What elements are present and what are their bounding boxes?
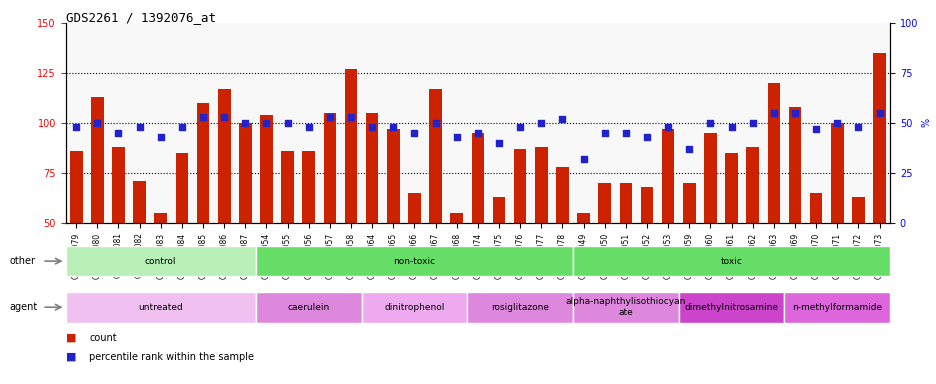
Bar: [217, 89, 230, 323]
Point: [576, 156, 591, 162]
Bar: [387, 129, 400, 323]
Point: [596, 130, 611, 136]
Text: toxic: toxic: [720, 257, 741, 266]
Bar: [175, 153, 188, 323]
Text: GDS2261 / 1392076_at: GDS2261 / 1392076_at: [66, 12, 215, 25]
Point: [90, 120, 105, 126]
Bar: [830, 123, 842, 323]
Bar: [281, 151, 294, 323]
Text: ■: ■: [66, 333, 76, 343]
Text: caerulein: caerulein: [287, 303, 329, 312]
Bar: [197, 103, 209, 323]
Point: [110, 130, 125, 136]
Point: [808, 126, 823, 132]
Bar: [534, 147, 547, 323]
Bar: [365, 113, 378, 323]
Point: [258, 120, 273, 126]
Point: [554, 116, 569, 122]
Bar: [661, 129, 674, 323]
Point: [618, 130, 633, 136]
Bar: [302, 151, 314, 323]
Point: [68, 124, 83, 130]
Bar: [112, 147, 124, 323]
Point: [491, 140, 506, 146]
Point: [534, 120, 548, 126]
Bar: [450, 213, 462, 323]
Point: [681, 146, 696, 152]
Point: [174, 124, 189, 130]
Point: [724, 124, 739, 130]
Bar: [492, 197, 505, 323]
Y-axis label: %: %: [920, 118, 930, 127]
Bar: [598, 183, 610, 323]
Bar: [429, 89, 442, 323]
Bar: [746, 147, 758, 323]
Bar: [703, 133, 716, 323]
Bar: [577, 213, 590, 323]
Bar: [851, 197, 864, 323]
Bar: [788, 107, 800, 323]
Text: dimethylnitrosamine: dimethylnitrosamine: [684, 303, 778, 312]
Point: [850, 124, 865, 130]
Point: [238, 120, 253, 126]
Point: [344, 114, 358, 120]
Text: other: other: [9, 256, 36, 266]
Bar: [344, 69, 357, 323]
Point: [386, 124, 401, 130]
Bar: [682, 183, 695, 323]
Bar: [872, 53, 885, 323]
Bar: [767, 83, 780, 323]
Point: [300, 124, 315, 130]
Point: [512, 124, 527, 130]
Point: [744, 120, 759, 126]
Bar: [619, 183, 632, 323]
Point: [786, 110, 801, 116]
Bar: [239, 123, 252, 323]
Point: [829, 120, 844, 126]
Text: n-methylformamide: n-methylformamide: [791, 303, 882, 312]
Point: [871, 110, 886, 116]
Bar: [323, 113, 336, 323]
Point: [154, 134, 168, 140]
Text: control: control: [145, 257, 176, 266]
Point: [322, 114, 337, 120]
Bar: [70, 151, 82, 323]
Point: [132, 124, 147, 130]
Text: rosiglitazone: rosiglitazone: [490, 303, 548, 312]
Point: [216, 114, 231, 120]
Point: [196, 114, 211, 120]
Bar: [809, 193, 822, 323]
Point: [364, 124, 379, 130]
Text: ■: ■: [66, 352, 76, 362]
Point: [280, 120, 295, 126]
Point: [639, 134, 654, 140]
Bar: [513, 149, 526, 323]
Bar: [154, 213, 167, 323]
Text: dinitrophenol: dinitrophenol: [384, 303, 445, 312]
Point: [702, 120, 717, 126]
Bar: [555, 167, 568, 323]
Bar: [133, 181, 146, 323]
Point: [448, 134, 463, 140]
Text: untreated: untreated: [139, 303, 183, 312]
Point: [660, 124, 675, 130]
Bar: [640, 187, 652, 323]
Bar: [91, 97, 104, 323]
Point: [428, 120, 443, 126]
Bar: [408, 193, 420, 323]
Point: [766, 110, 781, 116]
Text: alpha-naphthylisothiocyan
ate: alpha-naphthylisothiocyan ate: [565, 298, 685, 317]
Bar: [471, 133, 484, 323]
Text: count: count: [89, 333, 116, 343]
Point: [406, 130, 421, 136]
Text: non-toxic: non-toxic: [393, 257, 435, 266]
Text: agent: agent: [9, 302, 37, 312]
Bar: [724, 153, 738, 323]
Point: [470, 130, 485, 136]
Text: percentile rank within the sample: percentile rank within the sample: [89, 352, 254, 362]
Bar: [260, 115, 272, 323]
